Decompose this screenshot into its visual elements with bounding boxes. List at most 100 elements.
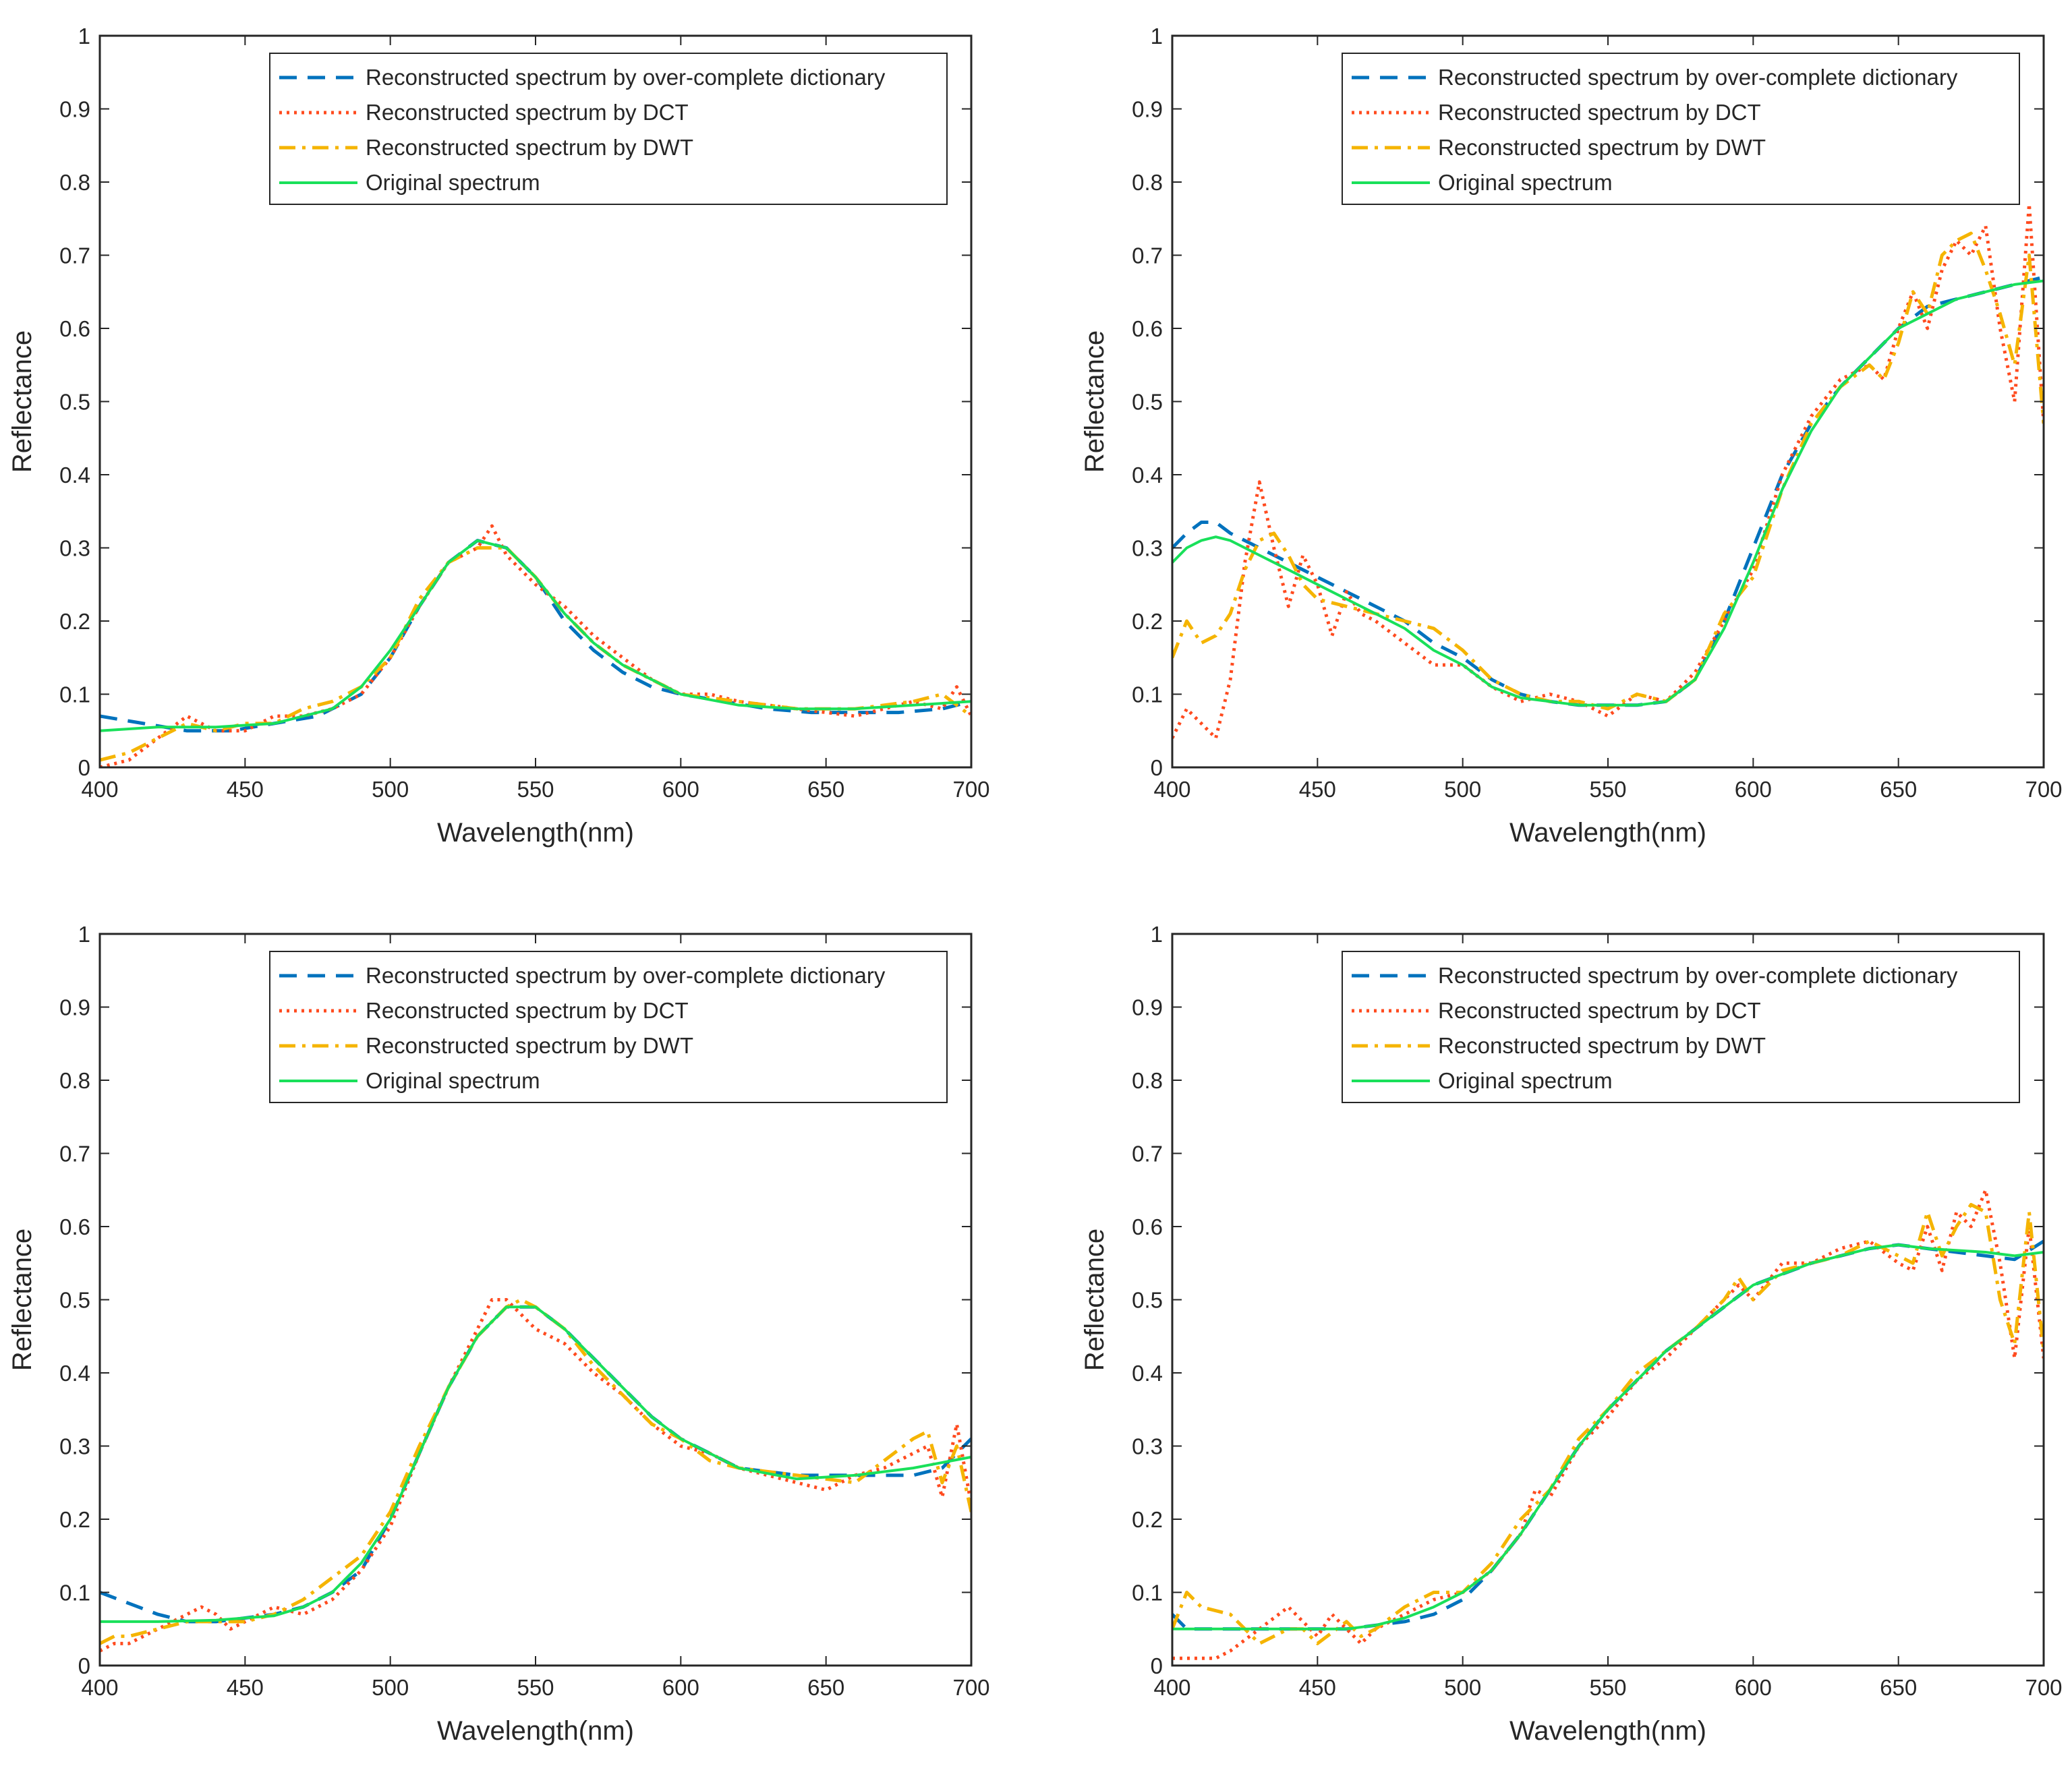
- legend-label-dwt: Reconstructed spectrum by DWT: [366, 1033, 693, 1058]
- legend-label-original: Original spectrum: [1438, 170, 1613, 195]
- legend-label-dct: Reconstructed spectrum by DCT: [1438, 998, 1761, 1023]
- x-tick-label: 650: [807, 777, 844, 802]
- y-tick-label: 1: [1151, 922, 1163, 947]
- series-line-original: [100, 1305, 971, 1623]
- x-tick-label: 550: [1589, 777, 1626, 802]
- y-tick-label: 0.9: [1132, 995, 1163, 1020]
- legend-box: [1342, 951, 2020, 1103]
- series-group: [100, 524, 971, 767]
- y-tick-label: 1: [78, 922, 90, 947]
- legend-label-dct: Reconstructed spectrum by DCT: [1438, 100, 1761, 125]
- x-tick-label: 500: [1444, 777, 1481, 802]
- series-group: [100, 1298, 971, 1653]
- y-axis-title: Reflectance: [1080, 330, 1110, 473]
- series-line-original: [100, 539, 971, 732]
- y-tick-label: 0: [1151, 1653, 1163, 1678]
- x-tick-label: 600: [662, 1675, 699, 1700]
- y-tick-label: 0.8: [1132, 1068, 1163, 1093]
- legend-box: [1342, 53, 2020, 205]
- legend-box: [269, 53, 948, 205]
- y-tick-label: 0.5: [59, 1288, 90, 1313]
- x-tick-label: 450: [227, 1675, 264, 1700]
- y-axis-title: Reflectance: [7, 330, 37, 473]
- legend-label-dct: Reconstructed spectrum by DCT: [366, 100, 689, 125]
- x-axis-title: Wavelength(nm): [437, 1716, 634, 1746]
- y-tick-label: 0.1: [59, 682, 90, 707]
- panel-3: 400 450 500 550 600 650 700 0 0.1 0.2 0.3 0.4 0.5 0.6…: [7, 922, 990, 1746]
- legend-label-dictionary: Reconstructed spectrum by over-complete …: [1438, 963, 1958, 988]
- series-line-dwt: [1172, 231, 2044, 711]
- y-axis-title: Reflectance: [1080, 1229, 1110, 1371]
- series-group: [1172, 202, 2044, 740]
- y-tick-label: 0.2: [1132, 1507, 1163, 1532]
- y-tick-label: 0.3: [1132, 536, 1163, 561]
- y-tick-label: 0.6: [1132, 316, 1163, 341]
- y-tick-label: 0: [1151, 755, 1163, 780]
- y-tick-label: 0.7: [59, 243, 90, 268]
- y-tick-label: 0.5: [1132, 1288, 1163, 1313]
- x-tick-label: 550: [517, 1675, 554, 1700]
- x-tick-label: 650: [1880, 777, 1917, 802]
- x-axis-title: Wavelength(nm): [437, 818, 634, 848]
- y-tick-label: 0.7: [1132, 243, 1163, 268]
- x-tick-label: 600: [1735, 777, 1772, 802]
- series-group: [1172, 1188, 2044, 1660]
- x-tick-label: 500: [1444, 1675, 1481, 1700]
- x-tick-label: 600: [1735, 1675, 1772, 1700]
- series-line-dct: [1172, 202, 2044, 740]
- y-tick-label: 0.3: [1132, 1434, 1163, 1459]
- legend-label-dwt: Reconstructed spectrum by DWT: [1438, 135, 1766, 160]
- legend-label-dictionary: Reconstructed spectrum by over-complete …: [366, 963, 886, 988]
- x-tick-label: 450: [1299, 1675, 1336, 1700]
- panel-4: 400 450 500 550 600 650 700 0 0.1 0.2 0.3 0.4 0.5 0.6…: [1080, 922, 2063, 1746]
- legend: Reconstructed spectrum by over-complete …: [1342, 53, 2020, 205]
- y-tick-label: 0.7: [1132, 1142, 1163, 1167]
- y-tick-label: 1: [1151, 24, 1163, 49]
- x-axis-title: Wavelength(nm): [1509, 1716, 1706, 1746]
- y-tick-label: 0.3: [59, 1434, 90, 1459]
- y-tick-label: 0.6: [1132, 1214, 1163, 1239]
- legend: Reconstructed spectrum by over-complete …: [1342, 951, 2020, 1103]
- series-line-original: [1172, 1243, 2044, 1630]
- y-tick-label: 0.1: [1132, 1581, 1163, 1606]
- x-tick-label: 700: [952, 777, 989, 802]
- y-tick-label: 1: [78, 24, 90, 49]
- x-tick-label: 700: [2025, 777, 2062, 802]
- legend-label-dictionary: Reconstructed spectrum by over-complete …: [366, 65, 886, 90]
- y-axis-title: Reflectance: [7, 1229, 37, 1371]
- y-tick-label: 0.3: [59, 536, 90, 561]
- y-tick-label: 0.9: [59, 995, 90, 1020]
- legend-label-original: Original spectrum: [366, 1068, 540, 1093]
- legend: Reconstructed spectrum by over-complete …: [269, 951, 948, 1103]
- x-tick-label: 400: [81, 777, 118, 802]
- x-tick-label: 650: [807, 1675, 844, 1700]
- x-tick-label: 650: [1880, 1675, 1917, 1700]
- series-line-dwt: [1172, 1203, 2044, 1645]
- panel-1: 400 450 500 550 600 650 700 0 0.1 0.2 0.3 0.4 0.5 0.6…: [7, 24, 990, 848]
- legend-box: [269, 951, 948, 1103]
- series-line-original: [1172, 279, 2044, 707]
- legend-label-original: Original spectrum: [366, 170, 540, 195]
- panels: 400 450 500 550 600 650 700 0 0.1 0.2 0.3 0.4 0.5 0.6…: [7, 24, 2063, 1746]
- x-tick-label: 550: [517, 777, 554, 802]
- series-line-dwt: [100, 546, 971, 762]
- y-tick-label: 0.9: [1132, 97, 1163, 122]
- y-tick-label: 0.4: [1132, 1361, 1163, 1386]
- y-tick-label: 0.5: [59, 390, 90, 415]
- legend-label-dictionary: Reconstructed spectrum by over-complete …: [1438, 65, 1958, 90]
- y-tick-label: 0.6: [59, 316, 90, 341]
- y-tick-label: 0.9: [59, 97, 90, 122]
- y-tick-label: 0.4: [1132, 463, 1163, 488]
- panel-2: 400 450 500 550 600 650 700 0 0.1 0.2 0.3 0.4 0.5 0.6…: [1080, 24, 2063, 848]
- y-tick-label: 0: [78, 1653, 90, 1678]
- legend-label-dwt: Reconstructed spectrum by DWT: [1438, 1033, 1766, 1058]
- y-tick-label: 0.1: [59, 1581, 90, 1606]
- x-tick-label: 450: [227, 777, 264, 802]
- x-tick-label: 400: [81, 1675, 118, 1700]
- legend: Reconstructed spectrum by over-complete …: [269, 53, 948, 205]
- y-tick-label: 0.4: [59, 1361, 90, 1386]
- x-axis-title: Wavelength(nm): [1509, 818, 1706, 848]
- y-tick-label: 0.5: [1132, 390, 1163, 415]
- y-tick-label: 0.7: [59, 1142, 90, 1167]
